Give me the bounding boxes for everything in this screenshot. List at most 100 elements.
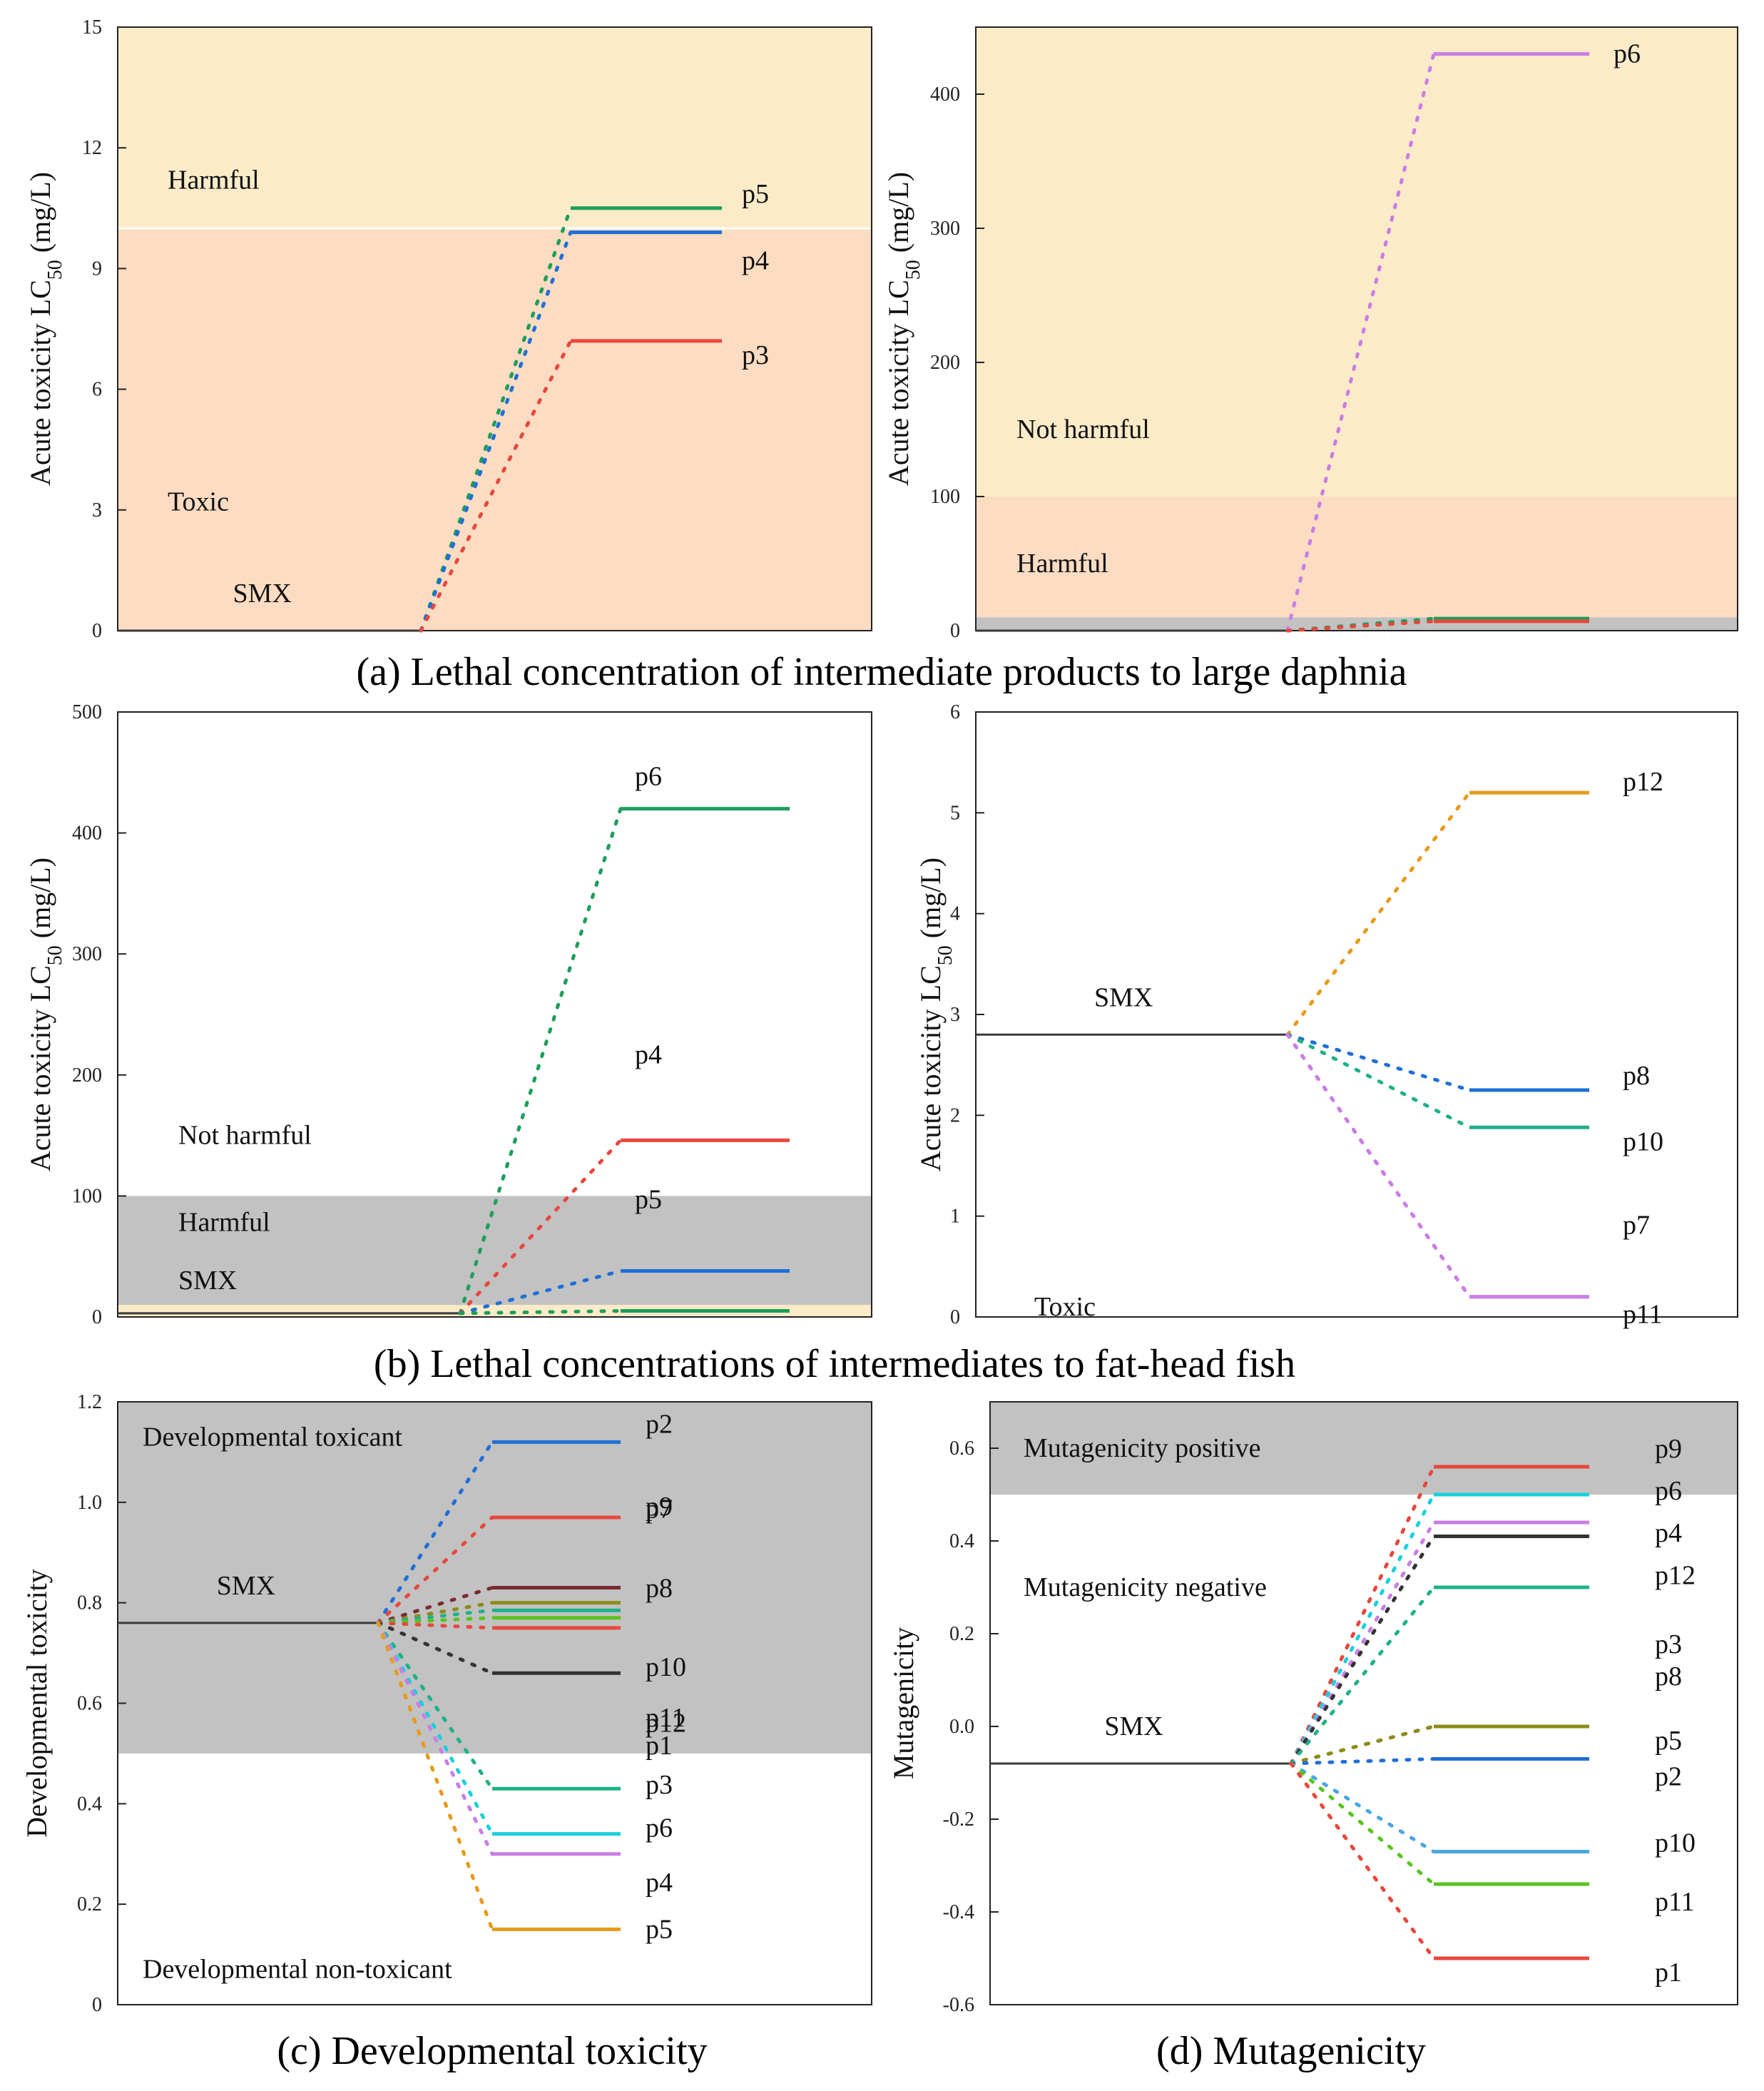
caption-b: (b) Lethal concentrations of intermediat… bbox=[374, 1342, 1295, 1386]
series-label-b1-p6: p6 bbox=[635, 762, 662, 792]
chart-b1: 0 100 200 300 400 500 Acute toxicity LC50 (mg/… bbox=[24, 701, 872, 1328]
ytick-label-b1-0: 0 bbox=[92, 1306, 102, 1328]
chart-c: 0 0.2 0.4 0.6 0.8 1.0 1.2 Developmental toxicit… bbox=[21, 1391, 872, 2016]
chart-b2: 0 1 2 3 4 5 6 Acute toxicity LC50 (mg/L) Toxic SM… bbox=[914, 701, 1738, 1330]
series-label-d-p1: p1 bbox=[1655, 1958, 1682, 1988]
series-label-c-p5: p5 bbox=[646, 1914, 673, 1944]
connector-a2-0 bbox=[1285, 52, 1436, 633]
ytick-label-a2-1: 100 bbox=[930, 486, 960, 508]
series-label-a1-p5: p5 bbox=[742, 179, 769, 209]
series-label-c-p7: p7 bbox=[646, 1495, 673, 1525]
series-label-a1-p3: p3 bbox=[742, 340, 769, 370]
ytick-label-b1-3: 300 bbox=[72, 943, 102, 965]
smx-label-d: SMX bbox=[1104, 1711, 1163, 1741]
ylabel-b1: Acute toxicity LC50 (mg/L) bbox=[24, 858, 66, 1171]
zone-label-b1-1: Harmful bbox=[178, 1208, 270, 1238]
ytick-label-b1-4: 400 bbox=[72, 823, 102, 845]
connector-d-9 bbox=[1289, 1761, 1436, 1886]
ytick-label-d-0: -0.6 bbox=[943, 1994, 974, 2016]
chart-d: -0.6 -0.4 -0.2 0.0 0.2 0.4 0.6 Mutagenicity Muta… bbox=[887, 1401, 1738, 2016]
series-label-d-p3: p3 bbox=[1655, 1629, 1682, 1659]
zone-label-b2-0: Toxic bbox=[1034, 1292, 1096, 1322]
series-label-b2-p12: p12 bbox=[1623, 767, 1663, 797]
series-label-b2-p11: p11 bbox=[1623, 1300, 1663, 1330]
ylabel-c: Developmental toxicity bbox=[21, 1569, 53, 1838]
zone-a1-0 bbox=[118, 228, 872, 631]
zone-label-d-1: Mutagenicity negative bbox=[1024, 1572, 1267, 1602]
ytick-label-a1-0: 0 bbox=[92, 620, 102, 642]
connector-b2-4 bbox=[1285, 1032, 1472, 1299]
series-label-d-p11: p11 bbox=[1655, 1887, 1695, 1917]
zone-label-d-0: Mutagenicity positive bbox=[1024, 1433, 1260, 1463]
connector-c-11 bbox=[376, 1621, 494, 1931]
series-label-d-p6: p6 bbox=[1655, 1476, 1682, 1506]
connector-a1-0 bbox=[419, 206, 573, 633]
series-label-b1-p4: p4 bbox=[635, 1039, 662, 1069]
connector-b2-1 bbox=[1285, 1032, 1472, 1092]
connector-d-7 bbox=[1289, 1757, 1436, 1766]
series-label-d-p8: p8 bbox=[1655, 1662, 1682, 1691]
series-label-c-p12: p12 bbox=[646, 1708, 686, 1738]
connector-d-0 bbox=[1289, 1465, 1436, 1766]
ytick-label-b2-5: 5 bbox=[950, 802, 960, 824]
series-label-d-p4: p4 bbox=[1655, 1518, 1682, 1548]
ytick-label-d-4: 0.2 bbox=[949, 1623, 974, 1645]
ytick-label-b1-5: 500 bbox=[72, 701, 102, 723]
ytick-label-b2-0: 0 bbox=[950, 1306, 960, 1328]
ytick-label-a1-1: 3 bbox=[92, 499, 102, 522]
ylabel-a2: Acute toxicity LC50 (mg/L) bbox=[882, 172, 924, 486]
ylabel-a1: Acute toxicity LC50 (mg/L) bbox=[24, 172, 66, 486]
ytick-label-b2-1: 1 bbox=[950, 1206, 960, 1228]
connector-b1-0 bbox=[458, 807, 623, 1316]
caption-c: (c) Developmental toxicity bbox=[277, 2029, 707, 2073]
series-label-c-p8: p8 bbox=[646, 1574, 673, 1604]
ytick-label-d-1: -0.4 bbox=[943, 1901, 974, 1923]
smx-label-c: SMX bbox=[217, 1571, 275, 1601]
connector-c-7 bbox=[376, 1621, 494, 1675]
ytick-label-c-5: 1.0 bbox=[77, 1492, 102, 1514]
connector-d-1 bbox=[1289, 1492, 1436, 1766]
ytick-label-b2-2: 2 bbox=[950, 1104, 960, 1126]
ytick-label-a1-3: 9 bbox=[92, 258, 102, 280]
zone-label-a1-1: Toxic bbox=[168, 487, 229, 517]
zone-label-b1-0: Not harmful bbox=[178, 1121, 312, 1151]
chart-a1: 0 3 6 9 12 15 Acute toxicity LC50 (mg/L) Harmfu… bbox=[24, 16, 872, 642]
ytick-label-c-0: 0 bbox=[92, 1994, 102, 2016]
ytick-label-b1-2: 200 bbox=[72, 1064, 102, 1087]
caption-d: (d) Mutagenicity bbox=[1156, 2029, 1426, 2073]
ytick-label-c-4: 0.8 bbox=[77, 1592, 102, 1614]
connector-c-10 bbox=[376, 1621, 494, 1856]
connector-b1-1 bbox=[458, 1138, 623, 1316]
connector-d-4 bbox=[1289, 1585, 1436, 1766]
zone-label-a2-1: Harmful bbox=[1016, 549, 1108, 579]
ytick-label-a1-2: 6 bbox=[92, 379, 102, 401]
connector-b1-2 bbox=[458, 1269, 623, 1316]
ytick-label-c-2: 0.4 bbox=[77, 1793, 102, 1815]
series-label-a1-p4: p4 bbox=[742, 246, 769, 276]
zone-d-0 bbox=[990, 1402, 1738, 1495]
zone-label-c-1: Developmental non-toxicant bbox=[143, 1955, 452, 1985]
zone-a2-1 bbox=[976, 497, 1738, 618]
ytick-label-d-6: 0.6 bbox=[949, 1438, 974, 1460]
series-label-c-p11: p11 bbox=[646, 1703, 685, 1733]
ytick-label-d-2: -0.2 bbox=[943, 1808, 974, 1831]
ytick-label-a2-2: 200 bbox=[930, 352, 960, 374]
series-label-d-p5: p5 bbox=[1655, 1726, 1682, 1756]
ytick-label-c-1: 0.2 bbox=[77, 1893, 102, 1916]
series-label-c-p4: p4 bbox=[646, 1868, 673, 1898]
series-label-d-p2: p2 bbox=[1655, 1762, 1682, 1792]
connector-b2-0 bbox=[1285, 790, 1472, 1037]
smx-label-a1: SMX bbox=[233, 579, 292, 609]
connector-b2-2 bbox=[1285, 1032, 1472, 1129]
ytick-label-b2-6: 6 bbox=[950, 701, 960, 723]
zone-c-0 bbox=[118, 1402, 872, 1754]
connector-c-8 bbox=[376, 1621, 494, 1791]
ytick-label-a2-4: 400 bbox=[930, 83, 960, 106]
plot-frame-b1 bbox=[117, 711, 872, 1318]
connector-d-3 bbox=[1289, 1535, 1436, 1766]
connector-c-1 bbox=[376, 1515, 494, 1625]
series-label-b2-p7: p7 bbox=[1623, 1211, 1650, 1241]
ytick-label-c-3: 0.6 bbox=[77, 1693, 102, 1715]
connector-d-6 bbox=[1289, 1724, 1436, 1766]
